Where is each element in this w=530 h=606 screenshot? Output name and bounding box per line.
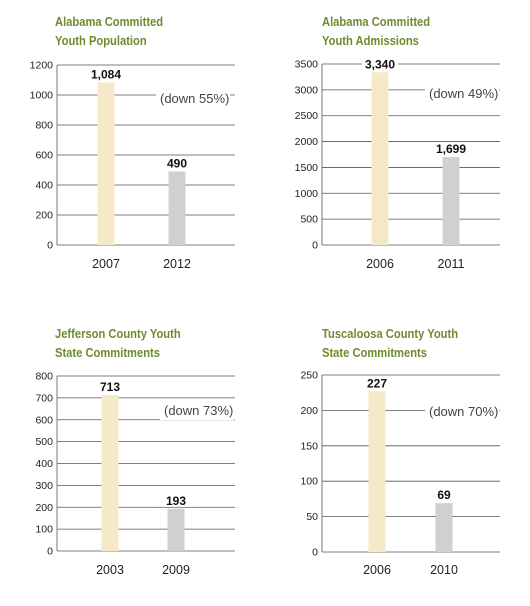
x-tick-label: 2006	[366, 257, 394, 271]
y-tick-label: 250	[300, 370, 318, 382]
bar-chart-plot: 0 100 200 300 400 500 600 700 800 713 2003 193 2009 (…	[35, 371, 235, 577]
data-label-background	[359, 376, 395, 390]
data-label-background	[433, 142, 469, 156]
y-tick-label: 200	[300, 405, 318, 417]
y-tick-label: 1000	[30, 90, 54, 102]
y-tick-label: 400	[35, 458, 53, 470]
y-tick-label: 800	[35, 371, 53, 383]
y-tick-label: 2500	[295, 110, 319, 122]
bar	[435, 503, 453, 552]
chart-title-line1: Tuscaloosa County Youth	[322, 326, 459, 341]
chart-title: Alabama Committed Youth Admissions	[322, 12, 430, 50]
y-tick-label: 1200	[30, 60, 54, 72]
y-tick-label: 100	[300, 476, 318, 488]
y-tick-label: 0	[312, 547, 318, 559]
bar	[368, 391, 386, 552]
data-label-background	[362, 57, 398, 71]
y-tick-label: 600	[35, 150, 53, 162]
y-tick-label: 3500	[295, 59, 319, 71]
y-tick-label: 50	[306, 511, 318, 523]
data-label-background	[426, 488, 462, 502]
annotation-background	[425, 404, 499, 421]
y-tick-label: 1500	[295, 162, 319, 174]
chart-panel-3: Jefferson County Youth State Commitments…	[0, 312, 265, 606]
chart-panel-4: Tuscaloosa County Youth State Commitment…	[265, 312, 530, 606]
data-label-background	[92, 380, 128, 394]
chart-title-line1: Alabama Committed	[322, 14, 431, 29]
y-tick-label: 800	[35, 120, 53, 132]
chart-title-line2: State Commitments	[322, 345, 427, 360]
change-annotation: (down 70%)	[429, 404, 498, 419]
y-tick-label: 600	[35, 414, 53, 426]
data-label: 713	[100, 380, 120, 394]
bar-chart-plot: 0 200 400 600 800 1000 1200 1,084 2007 490 2012 (do…	[30, 60, 235, 271]
change-annotation: (down 49%)	[429, 86, 498, 101]
annotation-background	[160, 403, 234, 420]
annotation-background	[156, 91, 230, 108]
chart-title-line2: Youth Admissions	[322, 33, 419, 48]
data-label: 3,340	[365, 57, 395, 71]
bar-chart-plot: 0 50 100 150 200 250 227 2006 69 2010 (down 70%)	[300, 370, 500, 577]
x-tick-label: 2007	[92, 257, 120, 271]
data-label: 193	[166, 494, 186, 508]
change-annotation: (down 73%)	[164, 403, 233, 418]
y-tick-label: 1000	[295, 188, 319, 200]
data-label: 1,699	[436, 142, 466, 156]
y-tick-label: 150	[300, 440, 318, 452]
x-tick-label: 2009	[162, 563, 190, 577]
y-tick-label: 200	[35, 210, 53, 222]
x-tick-label: 2012	[163, 257, 191, 271]
x-tick-label: 2006	[363, 563, 391, 577]
y-tick-label: 100	[35, 524, 53, 536]
chart-panel-2: Alabama Committed Youth Admissions 0 500 1…	[265, 0, 530, 294]
x-tick-label: 2011	[438, 257, 465, 271]
bar	[101, 395, 119, 551]
y-tick-label: 400	[35, 180, 53, 192]
data-label: 490	[167, 157, 187, 171]
chart-title-line1: Jefferson County Youth	[55, 326, 181, 341]
change-annotation: (down 55%)	[160, 91, 229, 106]
bar	[167, 508, 185, 551]
y-tick-label: 0	[312, 240, 318, 252]
chart-title: Tuscaloosa County Youth State Commitment…	[322, 324, 458, 362]
chart-title-line1: Alabama Committed	[55, 14, 164, 29]
data-label-background	[88, 67, 124, 81]
data-label: 1,084	[91, 67, 121, 81]
bar	[371, 72, 389, 245]
chart-title-line2: Youth Population	[55, 33, 147, 48]
data-label-background	[159, 156, 195, 170]
y-tick-label: 0	[47, 546, 53, 558]
bar	[442, 157, 460, 245]
y-tick-label: 500	[35, 436, 53, 448]
y-tick-label: 2000	[295, 136, 319, 148]
x-tick-label: 2003	[96, 563, 124, 577]
y-tick-label: 300	[35, 480, 53, 492]
annotation-background	[425, 86, 499, 103]
chart-panel-1: Alabama Committed Youth Population 0 200 4…	[0, 0, 265, 294]
y-tick-label: 0	[47, 240, 53, 252]
y-tick-label: 3000	[295, 84, 319, 96]
chart-title-line2: State Commitments	[55, 345, 160, 360]
chart-title: Alabama Committed Youth Population	[55, 12, 163, 50]
chart-title: Jefferson County Youth State Commitments	[55, 324, 181, 362]
bar	[97, 82, 115, 246]
data-label: 227	[367, 376, 387, 390]
bar	[168, 171, 186, 245]
data-label-background	[158, 493, 194, 507]
y-tick-label: 200	[35, 502, 53, 514]
data-label: 69	[437, 488, 451, 502]
y-tick-label: 500	[300, 214, 318, 226]
y-tick-label: 700	[35, 392, 53, 404]
x-tick-label: 2010	[430, 563, 458, 577]
bar-chart-plot: 0 500 1000 1500 2000 2500 3000 3500 3,340 2006 1,6…	[295, 57, 500, 271]
